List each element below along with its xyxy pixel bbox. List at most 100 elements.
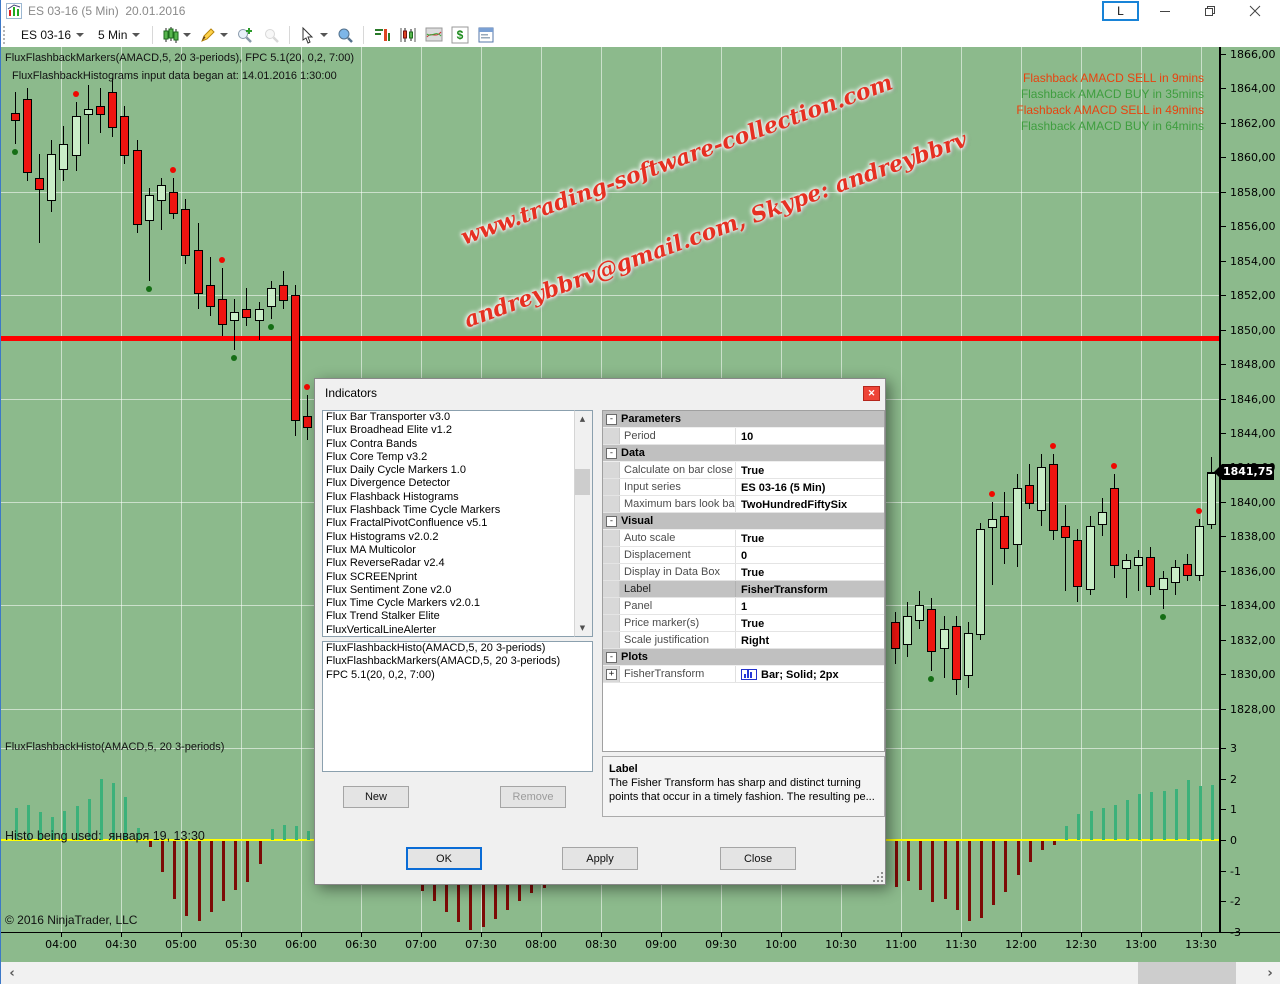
indicator-list-item[interactable]: Flux Flashback Time Cycle Markers [326,504,501,517]
property-section-visual[interactable]: - Visual [603,513,884,530]
dialog-close-button[interactable]: ✕ [863,386,880,401]
collapse-icon[interactable]: - [606,651,617,663]
indicator-list-item[interactable]: Flux Histograms v2.0.2 [326,530,439,543]
property-row-auto-scale[interactable]: Auto scale True [603,530,884,547]
property-value-cell[interactable]: ES 03-16 (5 Min) [736,479,884,495]
indicator-list-item[interactable]: Flux FractalPivotConfluence v5.1 [326,517,488,530]
chart-window-icon [6,3,22,19]
horizontal-scrollbar[interactable]: ‹ › [1,962,1280,984]
minimize-button[interactable] [1144,0,1186,22]
indicator-list-item[interactable]: FluxVerticalLineAlerter [326,623,437,636]
scroll-up-icon[interactable]: ▲ [575,411,590,427]
chart-lines-icon [425,27,443,41]
scroll-down-icon[interactable]: ▼ [575,620,590,636]
indicator-list-item[interactable]: Flux Broadhead Elite v1.2 [326,424,452,437]
remove-button[interactable]: Remove [500,786,566,808]
property-value-cell[interactable]: FisherTransform [736,581,884,597]
ok-button[interactable]: OK [406,847,482,870]
property-row-calculate-on-bar-close[interactable]: Calculate on bar close True [603,462,884,479]
property-section-data[interactable]: - Data [603,445,884,462]
chart-style-button[interactable] [158,23,196,46]
property-value-cell[interactable]: True [736,462,884,478]
property-section-parameters[interactable]: - Parameters [603,411,884,428]
property-value: True [741,617,765,630]
indicator-list-item[interactable]: Flux Bar Transporter v3.0 [326,411,451,423]
property-row-panel[interactable]: Panel 1 [603,598,884,615]
property-row-display-in-data-box[interactable]: Display in Data Box True [603,564,884,581]
zoom-out-icon [265,28,280,43]
flashback-alert-buy: Flashback AMACD BUY in 35mins [1020,87,1204,101]
chart-analyzer-button[interactable] [421,23,448,46]
account-performance-button[interactable]: $ [447,23,474,46]
property-value-cell[interactable]: 10 [736,428,884,444]
property-value-cell[interactable]: Bar; Solid; 2px [736,666,884,682]
property-row-period[interactable]: Period 10 [603,428,884,445]
property-value-cell[interactable]: TwoHundredFiftySix [736,496,884,512]
property-value-cell[interactable]: 1 [736,598,884,614]
collapse-icon[interactable]: - [606,413,617,425]
indicator-list-item[interactable]: Flux Core Temp v3.2 [326,450,428,463]
property-row-scale-justification[interactable]: Scale justification Right [603,632,884,649]
indicator-list-item[interactable]: Flux Flashback Histograms [326,490,459,503]
indicator-list-item[interactable]: Flux MA Multicolor [326,543,416,556]
property-value-cell[interactable]: True [736,530,884,546]
chart-toolbar: ES 03-16 5 Min $ [1,22,1280,48]
scroll-left-button[interactable]: ‹ [1,962,23,984]
collapse-icon[interactable]: - [606,515,617,527]
row-gutter [603,530,620,546]
instrument-selector[interactable]: ES 03-16 [14,25,92,44]
cursor-tool-button[interactable] [295,23,333,46]
configured-indicator-item[interactable]: FPC 5.1(20, 0,2, 7:00) [326,668,435,681]
zoom-in-button[interactable] [232,23,259,46]
available-indicators-list[interactable]: Flux Bar Transporter v3.0 Flux Broadhead … [322,410,593,637]
strategies-button[interactable] [395,23,422,46]
description-text: The Fisher Transform has sharp and disti… [609,777,875,803]
indicator-list-item[interactable]: Flux Divergence Detector [326,477,451,490]
new-button[interactable]: New [343,786,409,808]
property-row-fishertransform[interactable]: + FisherTransform Bar; Solid; 2px [603,666,884,683]
chart-properties-button[interactable] [473,23,500,46]
indicator-list-item[interactable]: Flux Trend Stalker Elite [326,610,440,623]
property-value-cell[interactable]: True [736,564,884,580]
configured-indicator-item[interactable]: FluxFlashbackHisto(AMACD,5, 20 3-periods… [326,642,546,654]
indicator-list-item[interactable]: Flux Time Cycle Markers v2.0.1 [326,597,481,610]
indicator-list-item[interactable]: Flux Contra Bands [326,437,418,450]
scrollbar-thumb[interactable] [1138,962,1236,984]
indicator-list-item[interactable]: Flux Sentiment Zone v2.0 [326,583,452,596]
list-scrollbar[interactable]: ▲ ▼ [574,410,593,637]
zoom-window-button[interactable] [332,23,359,46]
property-row-price-marker-s-[interactable]: Price marker(s) True [603,615,884,632]
configured-indicators-list[interactable]: FluxFlashbackHisto(AMACD,5, 20 3-periods… [322,641,593,772]
property-row-label[interactable]: Label FisherTransform [603,581,884,598]
property-row-displacement[interactable]: Displacement 0 [603,547,884,564]
dialog-title: Indicators [325,386,378,400]
scrollbar-thumb[interactable] [575,469,590,495]
property-row-input-series[interactable]: Input series ES 03-16 (5 Min) [603,479,884,496]
scroll-right-button[interactable]: › [1259,962,1280,984]
property-value-cell[interactable]: 0 [736,547,884,563]
configured-indicator-item[interactable]: FluxFlashbackMarkers(AMACD,5, 20 3-perio… [326,655,561,668]
collapse-icon[interactable]: - [606,447,617,459]
drawing-tools-button[interactable] [195,23,233,46]
expand-icon[interactable]: + [606,668,617,680]
zoom-out-button[interactable] [258,23,285,46]
indicator-list-item[interactable]: Flux SCREENprint [326,570,418,583]
property-value-cell[interactable]: True [736,615,884,631]
resize-grip[interactable] [871,870,883,882]
flashback-alert-sell: Flashback AMACD SELL in 9mins [1023,71,1204,85]
interval-selector[interactable]: 5 Min [91,25,148,44]
property-name: Input series [620,479,736,495]
indicator-list-item[interactable]: Flux Daily Cycle Markers 1.0 [326,464,466,477]
link-button[interactable]: L [1102,1,1139,21]
apply-button[interactable]: Apply [562,847,638,870]
toolbar-grip[interactable] [3,25,10,44]
property-row-maximum-bars-look-back[interactable]: Maximum bars look back TwoHundredFiftySix [603,496,884,513]
indicators-button[interactable] [369,23,396,46]
property-value-cell[interactable]: Right [736,632,884,648]
dialog-titlebar[interactable]: Indicators ✕ [315,379,885,407]
restore-button[interactable] [1189,0,1231,22]
dialog-close-action-button[interactable]: Close [720,847,796,870]
indicator-list-item[interactable]: Flux ReverseRadar v2.4 [326,557,445,570]
close-button[interactable] [1234,0,1276,22]
property-section-plots[interactable]: - Plots [603,649,884,666]
